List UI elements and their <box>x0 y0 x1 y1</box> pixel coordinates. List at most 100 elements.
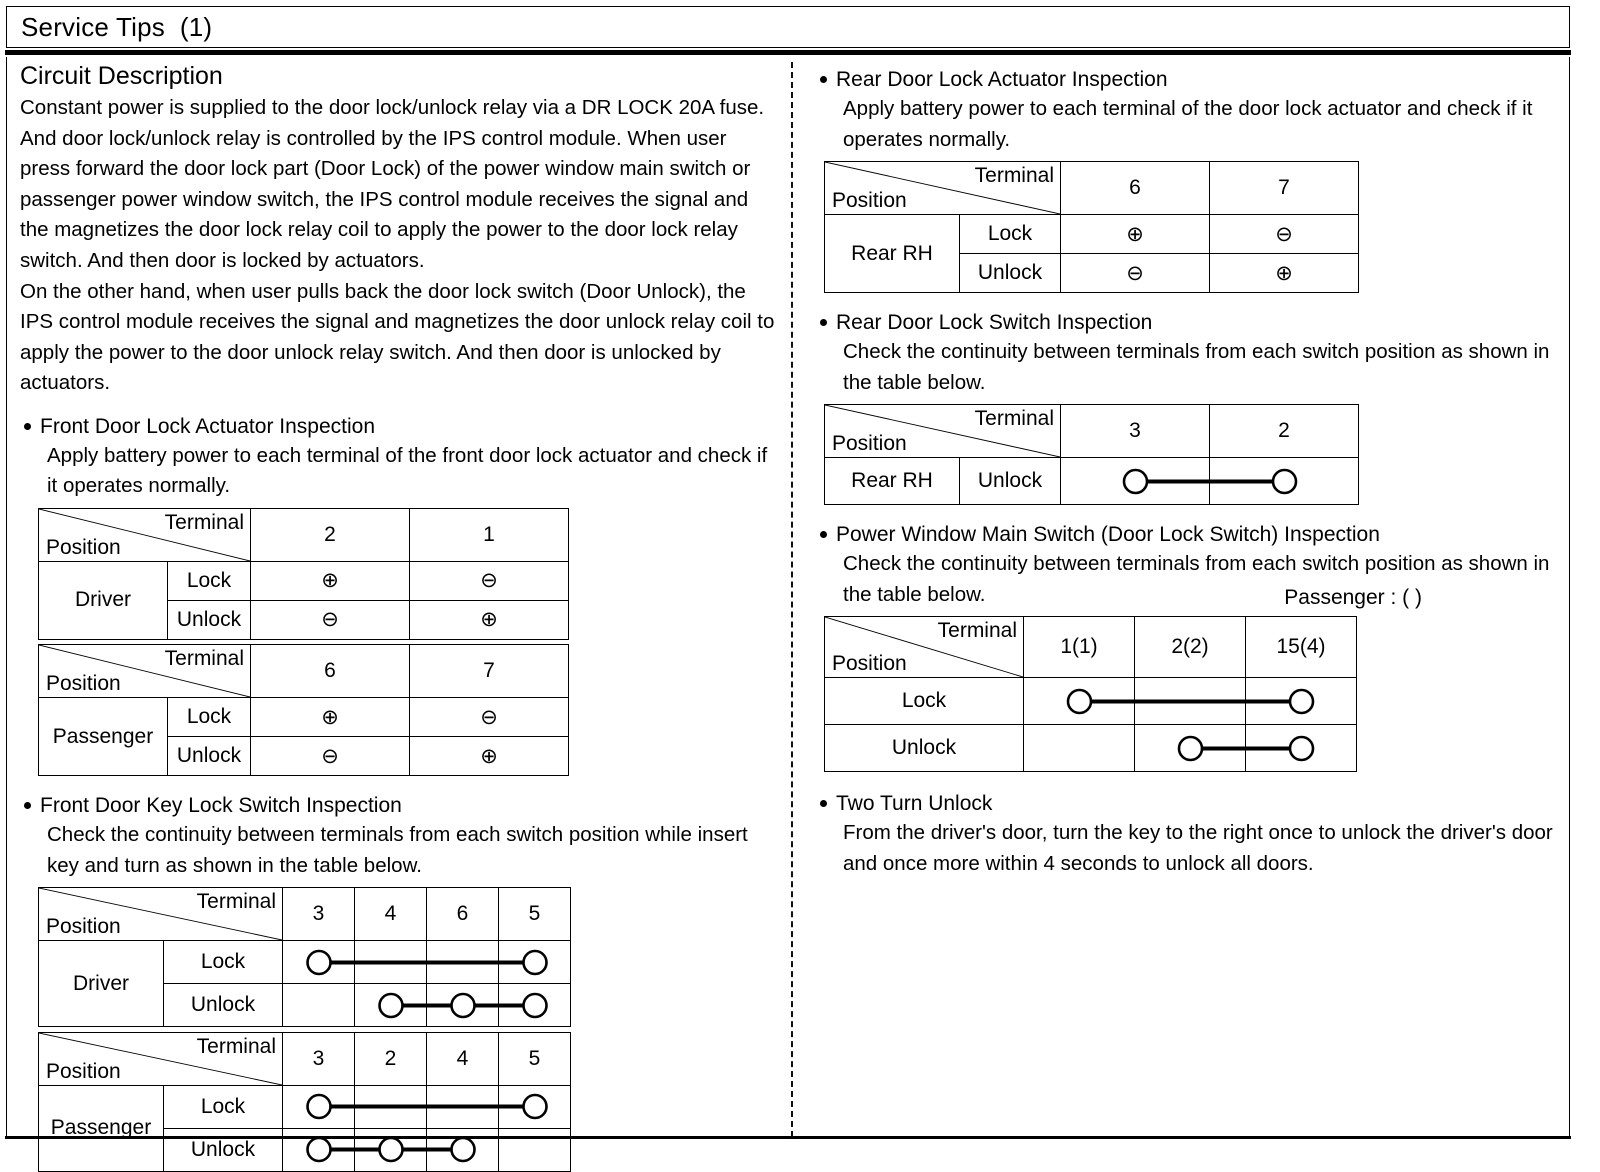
state-cell: Unlock <box>824 724 1024 772</box>
position-cell: Driver <box>38 560 168 640</box>
power-window-main-switch-table: Terminal Position 1(1) 2(2) 15(4) Lock Unlock <box>824 616 1570 772</box>
continuity-cell <box>1134 677 1246 725</box>
terminal-header-2: 2 <box>1209 404 1359 458</box>
table-row: Lock <box>824 677 1357 725</box>
table-row: Passenger Lock ⊕ ⊖ <box>38 697 569 777</box>
terminal-header-1(1): 1(1) <box>1023 616 1135 678</box>
polarity-cell: ⊖ <box>250 599 410 640</box>
front-actuator-passenger-table: Terminal Position 6 7 Passenger Lock ⊕ ⊖ Unlock ⊖… <box>38 644 785 777</box>
continuity-cell <box>354 1084 427 1129</box>
diagonal-header-cell: Terminal Position <box>38 507 251 562</box>
position-label: Position <box>46 1059 121 1083</box>
terminal-label: Terminal <box>974 407 1054 430</box>
rear-actuator-table: Terminal Position 6 7 Rear RH Lock ⊕ ⊖ Unlock ⊖ ⊕ <box>824 161 1570 293</box>
terminal-header-15(4): 15(4) <box>1245 616 1357 678</box>
diagonal-header-cell: Terminal Position <box>824 404 1061 458</box>
front-actuator-driver: Terminal Position 2 1 Driver Lock ⊕ ⊖ Unlock ⊖ ⊕ <box>38 507 569 640</box>
continuity-cell <box>282 983 355 1028</box>
column-divider <box>791 62 793 1137</box>
terminal-label: Terminal <box>196 890 276 914</box>
continuity-cell <box>1060 457 1210 505</box>
rear-actuator-table-wrap: Terminal Position 6 7 Rear RH Lock ⊕ ⊖ Unlock ⊖ ⊕ <box>806 161 1570 293</box>
terminal-header-3: 3 <box>282 887 355 942</box>
table-header-row: Terminal Position 1(1) 2(2) 15(4) <box>824 616 1357 678</box>
terminal-header-5: 5 <box>498 887 571 942</box>
front-key-passenger: Terminal Position 3 2 4 5 Passenger Lock Unlock <box>38 1031 571 1172</box>
continuity-cell <box>426 1084 499 1129</box>
continuity-cell <box>498 940 571 985</box>
terminal-header-1: 1 <box>409 507 569 562</box>
front-key-driver-table: Terminal Position 3 4 6 5 Driver Lock Unlock <box>38 887 785 1028</box>
bullet-dot-icon <box>820 319 827 326</box>
rear-door-lock-switch-body: Check the continuity between terminals f… <box>843 340 1550 394</box>
terminal-header-7: 7 <box>1209 161 1359 215</box>
heading-text: Power Window Main Switch (Door Lock Swit… <box>836 523 1380 546</box>
heading-text: Rear Door Lock Switch Inspection <box>836 311 1153 334</box>
table-header-row: Terminal Position 3 4 6 5 <box>38 887 571 942</box>
rear-door-lock-switch-heading: Rear Door Lock Switch Inspection <box>806 309 1570 337</box>
continuity-cell <box>498 1084 571 1129</box>
front-actuator-passenger: Terminal Position 6 7 Passenger Lock ⊕ ⊖ Unlock ⊖… <box>38 644 569 777</box>
position-label: Position <box>832 189 907 212</box>
position-cell: Driver <box>38 940 164 1028</box>
table-row: Passenger Lock <box>38 1084 571 1172</box>
diagonal-line <box>825 617 1023 677</box>
continuity-cell <box>426 940 499 985</box>
table-row: Unlock <box>824 724 1357 772</box>
state-cell: Unlock <box>163 1127 283 1172</box>
polarity-cell: ⊕ <box>1209 253 1359 293</box>
two-turn-unlock-heading: Two Turn Unlock <box>806 790 1570 818</box>
diagonal-header-cell: Terminal Position <box>38 887 283 942</box>
rear-actuator: Terminal Position 6 7 Rear RH Lock ⊕ ⊖ Unlock ⊖ ⊕ <box>824 161 1359 293</box>
heading-text: Rear Door Lock Actuator Inspection <box>836 68 1168 91</box>
state-cell: Lock <box>959 214 1061 254</box>
title-bar: Service Tips (1) <box>6 6 1570 48</box>
diagonal-header-cell: Terminal Position <box>824 161 1061 215</box>
terminal-header-4: 4 <box>354 887 427 942</box>
polarity-cell: ⊕ <box>409 599 569 640</box>
heading-text: Front Door Lock Actuator Inspection <box>40 414 376 438</box>
terminal-header-4: 4 <box>426 1031 499 1086</box>
table-header-row: Terminal Position 2 1 <box>38 507 569 562</box>
continuity-cell <box>354 983 427 1028</box>
position-label: Position <box>46 672 121 696</box>
diagonal-header-cell: Terminal Position <box>824 616 1024 678</box>
position-label: Position <box>832 432 907 455</box>
polarity-cell: ⊖ <box>1209 214 1359 254</box>
continuity-cell <box>1023 724 1135 772</box>
table-header-row: Terminal Position 3 2 <box>824 404 1359 458</box>
continuity-cell <box>282 1084 355 1129</box>
terminal-header-6: 6 <box>426 887 499 942</box>
terminal-header-6: 6 <box>250 644 410 699</box>
rear-switch-table: Terminal Position 3 2 Rear RH Unlock <box>824 404 1570 505</box>
front-door-lock-actuator-heading: Front Door Lock Actuator Inspection <box>10 413 785 441</box>
polarity-cell: ⊖ <box>1060 253 1210 293</box>
power-window-main-switch-heading: Power Window Main Switch (Door Lock Swit… <box>806 521 1570 549</box>
continuity-cell <box>1245 724 1357 772</box>
state-cell: Lock <box>167 560 251 601</box>
rear-switch: Terminal Position 3 2 Rear RH Unlock <box>824 404 1359 505</box>
continuity-cell <box>498 983 571 1028</box>
continuity-cell <box>498 1127 571 1172</box>
circuit-description-paragraph-2: On the other hand, when user pulls back … <box>20 279 775 395</box>
front-actuator-driver-table: Terminal Position 2 1 Driver Lock ⊕ ⊖ Unlock ⊖ ⊕ <box>38 507 785 640</box>
state-cell: Lock <box>824 677 1024 725</box>
terminal-header-2(2): 2(2) <box>1134 616 1246 678</box>
position-cell: Passenger <box>38 697 168 777</box>
polarity-cell: ⊕ <box>250 560 410 601</box>
terminal-label: Terminal <box>196 1034 276 1058</box>
diagonal-line <box>39 645 250 697</box>
position-cell: Rear RH <box>824 214 960 293</box>
position-label: Position <box>46 915 121 939</box>
terminal-header-2: 2 <box>354 1031 427 1086</box>
terminal-header-5: 5 <box>498 1031 571 1086</box>
bullet-dot-icon <box>820 531 827 538</box>
table-row: Driver Lock <box>38 940 571 1028</box>
diagonal-line <box>39 1033 282 1085</box>
terminal-header-7: 7 <box>409 644 569 699</box>
continuity-cell <box>282 1127 355 1172</box>
front-door-key-lock-switch-body: Check the continuity between terminals f… <box>47 823 748 877</box>
state-cell: Unlock <box>167 736 251 777</box>
continuity-cell <box>354 940 427 985</box>
table-row: Unlock ⊖ ⊕ <box>39 736 569 777</box>
